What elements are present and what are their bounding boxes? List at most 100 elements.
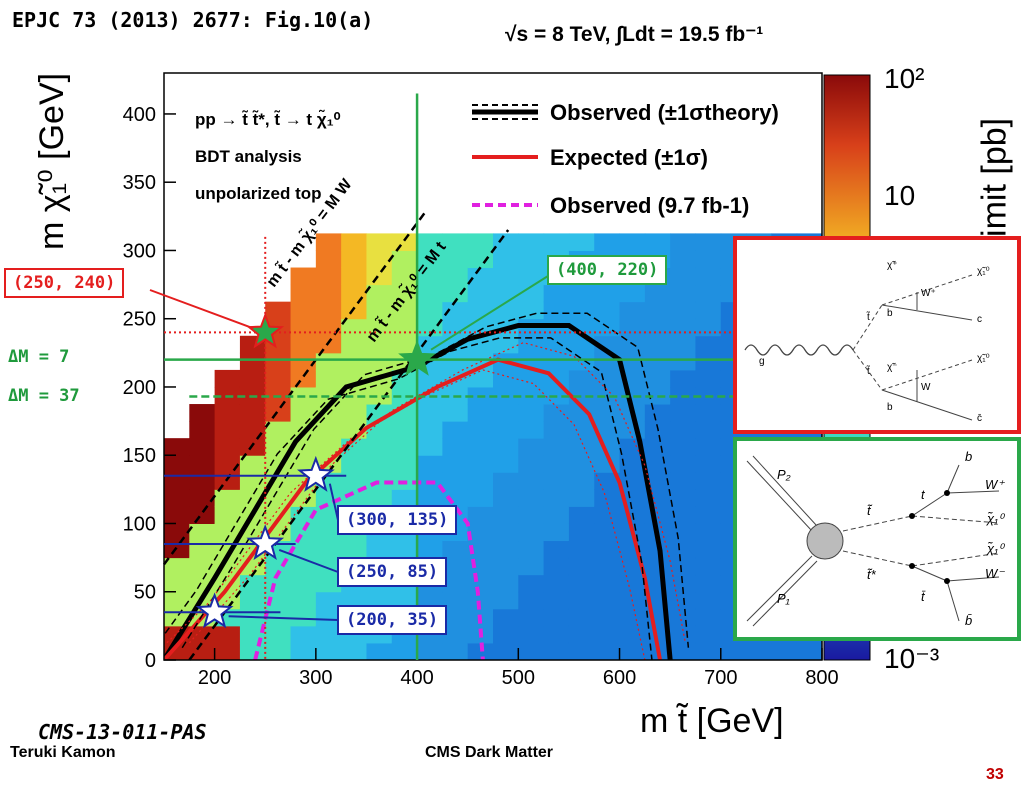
stop-line	[842, 515, 913, 532]
feynman-top-label-7: g	[759, 356, 765, 367]
heatmap-cell	[315, 642, 342, 660]
heatmap-cell	[442, 489, 469, 507]
heatmap-cell	[366, 642, 393, 660]
process-label: pp → t̃ t̃*, t̃ → t χ̃₁⁰	[195, 110, 341, 129]
heatmap-cell	[493, 455, 519, 473]
heatmap-cell	[518, 404, 545, 422]
heatmap-cell	[366, 335, 393, 354]
heatmap-cell	[543, 352, 570, 371]
heatmap-cell	[670, 233, 696, 251]
heatmap-cell	[518, 421, 545, 439]
heatmap-cell	[214, 642, 241, 660]
heatmap-cell	[391, 318, 418, 337]
heatmap-cell	[265, 642, 292, 660]
heatmap-cell	[417, 318, 443, 337]
antitop-line	[911, 565, 948, 582]
heatmap-cell	[189, 438, 216, 456]
heatmap-cell	[341, 455, 367, 473]
heatmap-cell	[493, 301, 519, 320]
x-tick-label: 600	[603, 667, 636, 689]
heatmap-cell	[315, 250, 342, 269]
heatmap-cell	[695, 472, 722, 490]
feynman-top-label-5: b	[887, 308, 893, 319]
heatmap-cell	[644, 335, 671, 354]
page-number: 33	[986, 766, 1004, 783]
heatmap-cell	[417, 540, 443, 559]
heatmap-cell	[670, 455, 696, 473]
z-tick-label: 10⁻³	[884, 643, 939, 674]
heatmap-cell	[619, 625, 646, 644]
expected-band-1	[164, 369, 646, 660]
contour-0	[164, 323, 673, 660]
heatmap-cell	[467, 506, 494, 524]
feynman-bottom-label-7: b	[965, 449, 973, 464]
antistop-line	[842, 550, 913, 567]
heatmap-cell	[442, 404, 469, 422]
heatmap-cell	[341, 404, 367, 422]
heatmap-cell	[315, 335, 342, 354]
feynman-diagram-top: χ̃⁺ χ̃₁⁰ W⁺ t̃ b c g t̃ χ̃⁻ χ̃₁⁰ W b c̄	[733, 236, 1021, 434]
heatmap-cell	[568, 352, 595, 371]
heatmap-cell	[619, 608, 646, 627]
z-tick-label: 10	[884, 180, 915, 211]
heatmap-cell	[493, 540, 519, 559]
heatmap-cell	[746, 642, 772, 660]
feynman-diagram-top-svg	[744, 274, 973, 421]
heatmap-cell	[543, 301, 570, 320]
heatmap-cell	[341, 284, 367, 303]
heatmap-cell	[315, 591, 342, 610]
heatmap-cell	[543, 625, 570, 644]
heatmap-cell	[695, 421, 722, 439]
heatmap-cell	[290, 642, 317, 660]
heatmap-cell	[417, 404, 443, 422]
heatmap-cell	[189, 404, 216, 422]
heatmap-cell	[239, 455, 266, 473]
heatmap-cell	[341, 301, 367, 320]
diagonal-mt	[188, 229, 510, 661]
heatmap-cell	[568, 284, 595, 303]
heatmap-cell	[594, 540, 621, 559]
heatmap-cell	[568, 301, 595, 320]
heatmap-cell	[644, 506, 671, 524]
heatmap-cell	[239, 352, 266, 371]
heatmap-cell	[619, 574, 646, 593]
heatmap-cell	[644, 318, 671, 337]
heatmap-cell	[493, 335, 519, 354]
heatmap-cell	[493, 404, 519, 422]
heatmap-cell	[265, 489, 292, 507]
feynman-bottom-label-9: χ̃₁⁰	[987, 511, 1004, 526]
heatmap-cell	[366, 386, 393, 405]
heatmap-cell	[670, 642, 696, 660]
heatmap-cell	[543, 540, 570, 559]
heatmap-cell	[290, 301, 317, 320]
heatmap-cell	[214, 421, 241, 439]
heatmap-cell	[239, 591, 266, 610]
heatmap-cell	[695, 642, 722, 660]
heatmap-cell	[391, 301, 418, 320]
heatmap-cell	[239, 404, 266, 422]
heatmap-cell	[594, 642, 621, 660]
heatmap-cell	[417, 233, 443, 251]
heatmap-cell	[265, 421, 292, 439]
heatmap-cell	[695, 250, 722, 269]
heatmap-cell	[720, 642, 747, 660]
heatmap-cell	[695, 284, 722, 303]
heatmap-cell	[290, 455, 317, 473]
heatmap-cell	[695, 318, 722, 337]
heatmap-cell	[391, 540, 418, 559]
benchmark-star-1	[398, 339, 436, 376]
feynman-bottom-label-4: t̃*	[867, 567, 876, 582]
heatmap-cell	[189, 455, 216, 473]
heatmap-cell	[695, 301, 722, 320]
heatmap-cell	[265, 625, 292, 644]
delta-m-37: ΔM = 37	[8, 386, 80, 406]
heatmap-cell	[543, 591, 570, 610]
heatmap-cell	[442, 267, 469, 286]
heatmap-cell	[467, 404, 494, 422]
heatmap-cell	[467, 591, 494, 610]
heatmap-cell	[391, 335, 418, 354]
benchmark-star-3	[246, 524, 285, 561]
heatmap-cell	[594, 284, 621, 303]
heatmap-cell	[315, 574, 342, 593]
y-tick-label: 400	[123, 104, 156, 126]
